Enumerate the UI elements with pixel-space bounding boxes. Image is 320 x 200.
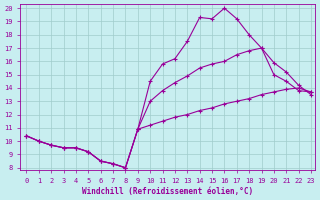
X-axis label: Windchill (Refroidissement éolien,°C): Windchill (Refroidissement éolien,°C)	[82, 187, 253, 196]
